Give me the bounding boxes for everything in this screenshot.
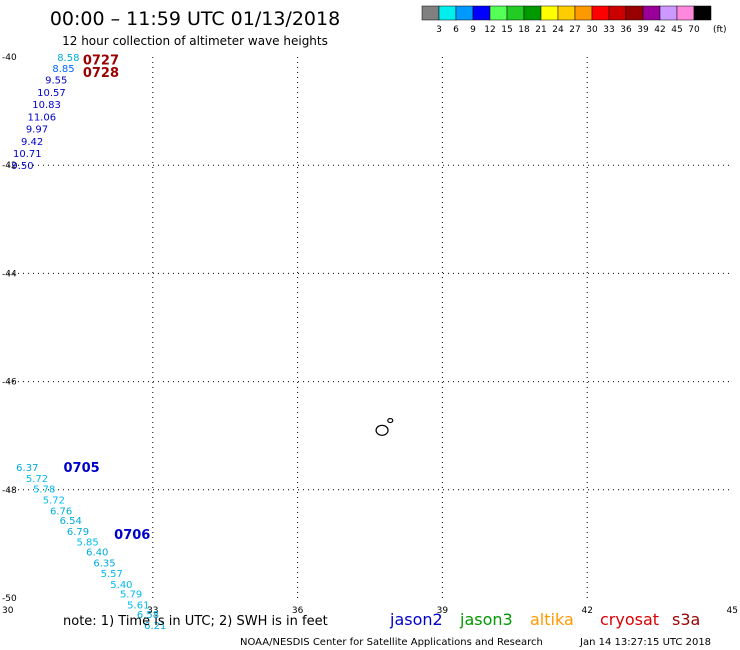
colorbar-swatch [489, 5, 508, 21]
wave-height-value: 6.21 [144, 621, 166, 632]
colorbar-swatch [574, 5, 593, 21]
chart-subtitle: 12 hour collection of altimeter wave hei… [62, 34, 328, 48]
colorbar-label: 15 [501, 25, 512, 35]
colorbar-swatch [421, 5, 440, 21]
wave-height-value: 5.79 [120, 590, 142, 601]
wave-height-value: 5.72 [26, 474, 48, 485]
x-tick-label: 36 [292, 606, 304, 616]
colorbar-swatch [608, 5, 627, 21]
colorbar-label: 9 [470, 25, 476, 35]
wave-height-value: 6.35 [93, 558, 115, 569]
wave-height-value: 11.06 [27, 113, 56, 124]
island-outline [375, 424, 389, 436]
colorbar-swatch [642, 5, 661, 21]
y-tick-label: -44 [2, 269, 17, 279]
y-tick-label: -42 [2, 161, 17, 171]
satellite-legend-item: cryosat [600, 610, 659, 629]
pass-time-label: 0705 [64, 461, 100, 476]
colorbar-label: 27 [569, 25, 580, 35]
plot-area: 30 33 36 39 42 45-40-42-44-46-48-508.588.859.… [2, 53, 738, 632]
x-tick-label: 42 [581, 606, 592, 616]
colorbar-swatch [455, 5, 474, 21]
colorbar-swatch [625, 5, 644, 21]
colorbar-swatch [591, 5, 610, 21]
colorbar-label: 6 [453, 25, 459, 35]
x-tick-label: 45 [727, 606, 738, 616]
wave-height-value: 6.40 [86, 547, 108, 558]
wave-height-value: 5.40 [110, 580, 132, 591]
colorbar-label: 3 [436, 25, 442, 35]
y-tick-label: -40 [2, 53, 17, 63]
wave-height-value: 9.55 [45, 76, 67, 87]
colorbar-unit: (ft) [713, 25, 727, 35]
colorbar-label: 36 [620, 25, 632, 35]
footer-timestamp: Jan 14 13:27:15 UTC 2018 [579, 637, 711, 648]
wave-height-value: 6.76 [50, 506, 72, 517]
wave-height-value: 8.85 [52, 64, 74, 75]
satellite-legend-item: jason3 [459, 610, 513, 629]
colorbar-label: 70 [688, 25, 700, 35]
colorbar-label: 33 [603, 25, 614, 35]
colorbar-swatch [506, 5, 525, 21]
colorbar-swatch [557, 5, 576, 21]
y-tick-label: -46 [2, 378, 17, 388]
wave-height-value: 5.85 [77, 538, 99, 549]
colorbar-label: 45 [671, 25, 682, 35]
wave-height-value: 5.61 [127, 600, 149, 611]
y-tick-label: -48 [2, 486, 17, 496]
wave-height-value: 9.97 [26, 124, 48, 135]
colorbar-label: 39 [637, 25, 649, 35]
pass-time-label: 0728 [83, 66, 119, 81]
footer-note: note: 1) Time is in UTC; 2) SWH is in fe… [63, 614, 328, 629]
color-scale-legend: 3 6 9 12 15 18 21 24 27 30 33 36 39 42 45 70 (ft) [421, 5, 727, 35]
colorbar-swatch [540, 5, 559, 21]
satellite-legend-item: altika [530, 610, 574, 629]
wave-height-value: 10.71 [13, 149, 42, 160]
colorbar-swatch [438, 5, 457, 21]
wave-height-value: 6.58 [137, 610, 159, 621]
x-tick-label: 30 [2, 606, 14, 616]
wave-height-value: 6.54 [60, 516, 82, 527]
colorbar-swatch [659, 5, 678, 21]
colorbar-label: 21 [535, 25, 546, 35]
pass-time-label: 0706 [114, 528, 150, 543]
colorbar-label: 42 [654, 25, 665, 35]
colorbar-label: 24 [552, 25, 564, 35]
wave-height-value: 9.42 [21, 137, 43, 148]
wave-height-value: 10.57 [37, 88, 66, 99]
chart-title: 00:00 – 11:59 UTC 01/13/2018 [50, 8, 340, 30]
wave-height-value: 8.58 [57, 53, 79, 64]
y-tick-label: -50 [2, 594, 17, 604]
satellite-legend-item: jason2 [389, 610, 443, 629]
colorbar-swatch [693, 5, 712, 21]
satellite-legend-item: s3a [672, 610, 700, 629]
wave-height-value: 5.57 [101, 569, 123, 580]
colorbar-label: 12 [484, 25, 495, 35]
pass-time-label: 0727 [83, 54, 119, 69]
colorbar-label: 18 [518, 25, 530, 35]
wave-height-value: 10.83 [32, 100, 61, 111]
x-tick-label: 39 [437, 606, 449, 616]
wave-height-value: 6.37 [16, 463, 38, 474]
wave-height-value: 6.79 [67, 527, 89, 538]
colorbar-swatch [676, 5, 695, 21]
wave-height-value: 5.78 [33, 485, 55, 496]
colorbar-swatch [472, 5, 491, 21]
colorbar-label: 30 [586, 25, 598, 35]
satellite-legend: jason2 jason3 altika cryosat s3a [389, 610, 700, 629]
island-outline [387, 417, 394, 424]
colorbar-swatch [523, 5, 542, 21]
x-tick-label: 33 [147, 606, 158, 616]
footer-credit: NOAA/NESDIS Center for Satellite Applica… [240, 637, 543, 648]
wave-height-value: 5.72 [43, 496, 65, 507]
wave-height-value: 9.50 [11, 161, 33, 172]
